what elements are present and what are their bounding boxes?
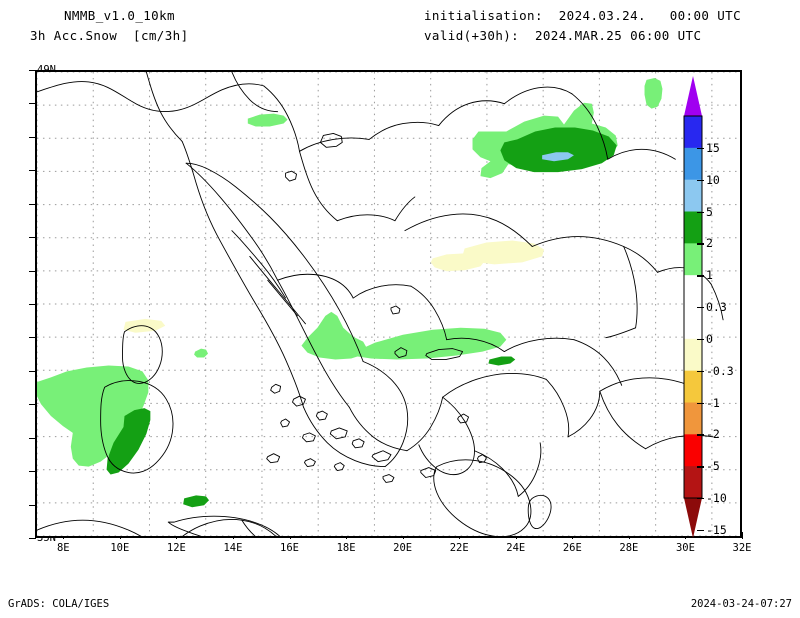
latitude-tick-mark bbox=[29, 170, 36, 172]
field-patch-balkanrange-light bbox=[337, 327, 507, 360]
colorbar-band bbox=[684, 338, 702, 372]
model-name-label: NMMB_v1.0_10km bbox=[64, 8, 175, 23]
colorbar-tick-label: 15 bbox=[706, 140, 720, 155]
latitude-tick-mark bbox=[29, 103, 36, 105]
longitude-tick-label: 8E bbox=[56, 542, 70, 554]
longitude-tick-label: 32E bbox=[732, 542, 752, 554]
field-patch-rhodope-light bbox=[301, 311, 368, 360]
colorbar-tick-mark bbox=[697, 211, 704, 213]
field-patch-wbalkan-tail bbox=[183, 495, 210, 508]
colorbar-tick-label: 0.3 bbox=[706, 300, 727, 314]
colorbar-tick-label: -0.3 bbox=[706, 363, 734, 378]
colorbar-band bbox=[684, 211, 702, 244]
colorbar-tick-mark bbox=[697, 466, 704, 468]
field-patch-wbalkan-core bbox=[106, 408, 151, 475]
colorbar-band bbox=[684, 116, 702, 149]
field-patch-carpathian-max bbox=[542, 152, 574, 162]
latitude-tick-mark bbox=[29, 504, 36, 506]
colorbar-tick-label: 5 bbox=[706, 204, 713, 219]
colorbar-tick-label: 1 bbox=[706, 268, 713, 283]
valid-time-label: valid(+30h): 2024.MAR.25 06:00 UTC bbox=[424, 28, 702, 43]
colorbar-band bbox=[684, 402, 702, 435]
latitude-tick-mark bbox=[29, 270, 36, 272]
footer-credit-label: GrADS: COLA/IGES bbox=[8, 598, 110, 610]
latitude-tick-mark bbox=[29, 237, 36, 239]
latitude-tick-mark bbox=[29, 538, 36, 539]
longitude-tick-label: 16E bbox=[280, 542, 299, 554]
colorbar-tick-mark bbox=[697, 275, 704, 277]
colorbar-tick-mark bbox=[697, 529, 704, 532]
latitude-tick-mark bbox=[29, 404, 36, 406]
latitude-tick-mark bbox=[29, 337, 36, 339]
latitude-tick-mark bbox=[29, 437, 36, 439]
colorbar-tick-mark bbox=[697, 147, 704, 150]
colorbar-band bbox=[684, 307, 702, 340]
field-patch-carpathian-core bbox=[500, 127, 617, 173]
snow-accumulation-fields bbox=[37, 77, 663, 508]
longitude-tick-label: 28E bbox=[619, 542, 639, 554]
colorbar-tick-mark bbox=[697, 243, 704, 245]
longitude-tick-label: 20E bbox=[393, 542, 413, 554]
latitude-tick-mark bbox=[29, 471, 36, 473]
colorbar-band bbox=[684, 179, 702, 213]
initialisation-time-label: initialisation: 2024.03.24. 00:00 UTC bbox=[424, 8, 742, 23]
colorbar-tick-mark bbox=[697, 434, 704, 436]
colorbar-tick-mark bbox=[697, 179, 704, 182]
map-canvas bbox=[37, 72, 740, 536]
colorbar-tick-label: -10 bbox=[706, 491, 727, 505]
latitude-tick-mark bbox=[29, 203, 36, 205]
colorbar-tick-label: 10 bbox=[706, 172, 720, 187]
longitude-tick-label: 12E bbox=[166, 542, 186, 554]
longitude-tick-label: 22E bbox=[449, 542, 469, 554]
colorbar-tick-label: -15 bbox=[706, 522, 727, 537]
colorbar-tick-mark bbox=[697, 338, 704, 341]
footer-timestamp-label: 2024-03-24-07:27 bbox=[690, 598, 792, 610]
map-plot-area[interactable] bbox=[35, 70, 742, 538]
colorbar-tick-label: -1 bbox=[706, 395, 720, 410]
colorbar-tick-mark bbox=[697, 402, 704, 404]
latitude-tick-mark bbox=[29, 370, 36, 372]
colorbar-band bbox=[684, 147, 702, 181]
colorbar-band bbox=[684, 370, 702, 404]
colorbar-tick-mark bbox=[697, 307, 704, 309]
colorbar-tick-mark bbox=[697, 498, 704, 500]
map-gridlines bbox=[37, 72, 740, 536]
field-patch-alps-light bbox=[247, 113, 288, 127]
field-patch-trace-serbia bbox=[462, 240, 545, 265]
latitude-tick-mark bbox=[29, 304, 36, 305]
latitude-tick-mark bbox=[29, 136, 36, 138]
field-patch-balkanrange-core bbox=[488, 356, 516, 366]
colorbar-band bbox=[684, 466, 702, 499]
colorbar-tick-label: 0 bbox=[706, 331, 713, 346]
colorbar-tick-mark bbox=[697, 370, 704, 373]
longitude-tick-label: 30E bbox=[675, 542, 695, 554]
colorbar-band bbox=[684, 275, 702, 308]
field-name-label: 3h Acc.Snow [cm/3h] bbox=[30, 28, 189, 43]
colorbar-swatches bbox=[683, 76, 703, 538]
colorbar-band bbox=[684, 243, 702, 276]
longitude-tick-label: 18E bbox=[336, 542, 356, 554]
latitude-tick-mark bbox=[29, 70, 36, 71]
colorbar-tick-label: -2 bbox=[706, 427, 720, 442]
longitude-tick-mark bbox=[742, 532, 743, 539]
colorbar-legend: 15 10 5 2 1 0.3 0 -0.3 -1 -2 -5 -10 -15 bbox=[680, 76, 744, 538]
longitude-tick-label: 24E bbox=[506, 542, 526, 554]
longitude-tick-label: 26E bbox=[562, 542, 582, 554]
colorbar-tick-label: 2 bbox=[706, 236, 713, 251]
longitude-tick-label: 14E bbox=[223, 542, 243, 554]
field-patch-ne-light bbox=[644, 77, 663, 109]
map-coastlines bbox=[37, 72, 724, 536]
colorbar-tick-label: -5 bbox=[706, 459, 720, 474]
field-patch-speck bbox=[194, 348, 209, 358]
colorbar-cap-low bbox=[684, 498, 702, 538]
colorbar-cap-high bbox=[684, 76, 702, 116]
colorbar-band bbox=[684, 434, 702, 467]
longitude-tick-label: 10E bbox=[110, 542, 130, 554]
